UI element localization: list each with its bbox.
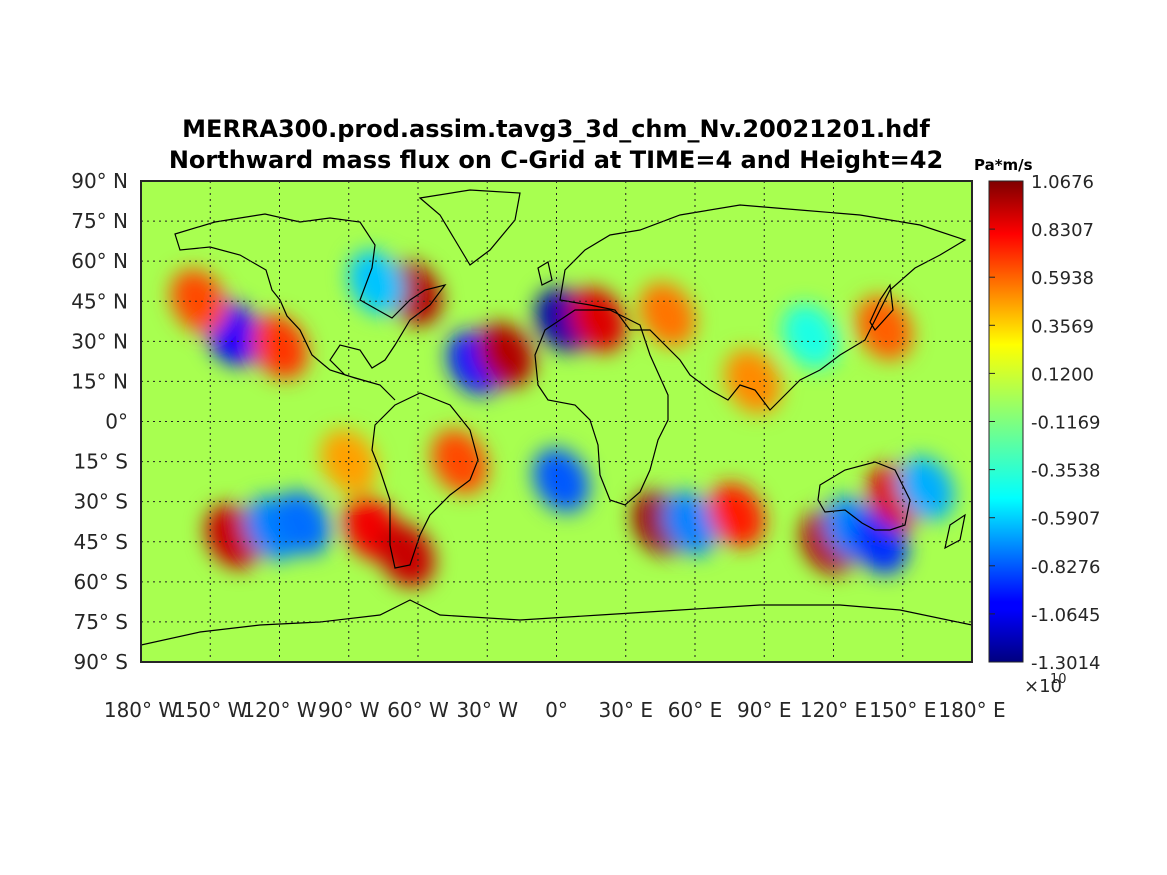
flux-anomaly-16: [378, 522, 435, 588]
colorbar-unit: Pa*m/s: [974, 156, 1033, 174]
colorbar-tick-label: -1.0645: [1031, 605, 1100, 626]
longitude-tick-label: 180° E: [938, 698, 1005, 722]
longitude-tick-label: 120° E: [800, 698, 867, 722]
latitude-tick-label: 90° S: [73, 650, 128, 674]
colorbar-tick-label: -0.1169: [1031, 413, 1100, 434]
colorbar-tick-label: -1.3014: [1031, 653, 1100, 674]
latitude-tick-label: 75° N: [71, 209, 128, 233]
flux-anomaly-26: [897, 456, 955, 521]
longitude-tick-label: 150° W: [173, 698, 248, 722]
colorbar-tick-label: -0.3538: [1031, 461, 1100, 482]
colorbar: Pa*m/s 1.0676 0.8307 0.5938 0.3569 0.1200 -0.…: [974, 156, 1100, 697]
flux-anomaly-9: [639, 282, 696, 347]
latitude-tick-label: 45° S: [73, 530, 128, 554]
longitude-tick-label: 120° W: [242, 698, 317, 722]
latitude-tick-label: 0°: [105, 410, 128, 434]
flux-anomaly-14: [274, 490, 331, 556]
longitude-tick-label: 90° E: [737, 698, 791, 722]
latitude-tick-labels: 90° N 75° N 60° N 45° N 30° N 15° N 0° 15° S 30°…: [71, 169, 128, 674]
flux-anomaly-4: [251, 314, 308, 379]
longitude-tick-label: 150° E: [869, 698, 936, 722]
graticule: [141, 181, 972, 662]
longitude-tick-label: 60° W: [387, 698, 449, 722]
flux-anomaly-18: [532, 448, 590, 513]
colorbar-tick-label: 0.3569: [1031, 316, 1094, 337]
colorbar-tick-label: 0.5938: [1031, 268, 1094, 289]
flux-anomaly-6: [477, 322, 534, 387]
latitude-tick-label: 90° N: [71, 169, 128, 193]
longitude-tick-label: 60° E: [668, 698, 722, 722]
chart-title-line1: MERRA300.prod.assim.tavg3_3d_chm_Nv.2002…: [182, 115, 930, 143]
chart-title-line2: Northward mass flux on C-Grid at TIME=4 …: [168, 146, 944, 174]
colorbar-gradient: [988, 180, 1024, 663]
flux-anomaly-28: [724, 349, 781, 414]
flux-anomaly-1: [348, 250, 405, 315]
latitude-tick-label: 30° S: [73, 490, 128, 514]
flux-anomaly-20: [662, 490, 719, 556]
map-frame: [140, 180, 973, 663]
longitude-tick-label: 0°: [545, 698, 568, 722]
longitude-tick-label: 30° E: [599, 698, 653, 722]
colorbar-exponent-base: ×10: [1024, 676, 1062, 697]
longitude-tick-label: 180° W: [104, 698, 179, 722]
flux-anomaly-21: [708, 482, 765, 548]
longitude-tick-label: 30° W: [456, 698, 518, 722]
flux-anomaly-27: [320, 429, 377, 494]
coastlines: [141, 189, 972, 646]
latitude-tick-label: 30° N: [71, 329, 128, 353]
colorbar-exponent-power: 10: [1050, 672, 1067, 687]
colorbar-tick-label: -0.5907: [1031, 509, 1100, 530]
colorbar-tick-label: -0.8276: [1031, 557, 1100, 578]
flux-anomaly-11: [856, 295, 913, 361]
colorbar-tick-label: 1.0676: [1031, 172, 1094, 193]
longitude-tick-label: 90° W: [318, 698, 380, 722]
latitude-tick-label: 15° S: [73, 450, 128, 474]
flux-anomaly-10: [782, 303, 839, 369]
colorbar-tick-labels: 1.0676 0.8307 0.5938 0.3569 0.1200 -0.1169 -0.…: [989, 172, 1100, 674]
map-field: [141, 181, 972, 662]
latitude-tick-label: 60° N: [71, 249, 128, 273]
latitude-tick-label: 15° N: [71, 369, 128, 393]
flux-anomaly-3: [170, 269, 227, 334]
latitude-tick-label: 75° S: [73, 610, 128, 634]
colorbar-tick-label: 0.1200: [1031, 364, 1094, 385]
latitude-tick-label: 60° S: [73, 570, 128, 594]
latitude-tick-label: 45° N: [71, 289, 128, 313]
colorbar-tick-label: 0.8307: [1031, 220, 1094, 241]
